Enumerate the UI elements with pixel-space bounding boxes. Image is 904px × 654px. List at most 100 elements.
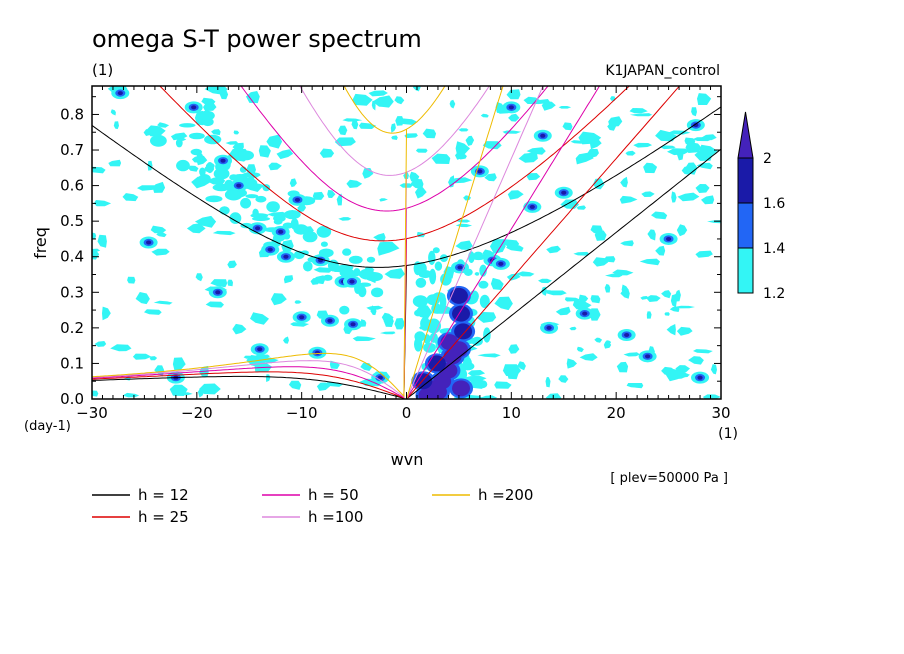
x-axis-label: wvn [391,450,424,469]
chart-title: omega S-T power spectrum [92,25,422,53]
noise-patch [293,224,309,235]
noise-patch [669,306,680,312]
noise-patch [655,245,666,256]
noise-patch [199,110,215,121]
noise-patch [276,149,294,160]
noise-patch [300,250,309,255]
noise-patch [157,122,170,128]
noise-patch [676,224,688,237]
power-shading [92,86,721,399]
noise-patch [479,395,498,399]
noise-patch [368,90,388,97]
noise-patch [570,140,583,144]
x-axis-unit: (1) [718,426,738,442]
noise-patch [572,299,592,310]
noise-patch [377,241,400,256]
noise-patch [358,270,374,279]
maxima-core [117,91,123,96]
noise-patch [170,132,188,141]
noise-patch [455,240,473,250]
noise-patch [150,134,167,147]
noise-patch [490,277,504,290]
noise-patch [484,173,497,182]
noise-patch [667,148,689,156]
noise-patch [661,290,672,299]
colorbar-label: 1.4 [763,241,785,257]
noise-patch [262,184,271,192]
noise-patch [506,89,521,100]
noise-patch [660,145,676,150]
noise-patch [579,353,598,361]
noise-patch [502,364,522,377]
x-tick-label: 0 [402,404,412,422]
noise-patch [428,250,436,265]
noise-patch [245,172,261,178]
noise-patch [424,324,434,331]
noise-patch [439,294,447,310]
y-tick-label: 0.6 [60,177,84,195]
noise-patch [573,251,590,256]
maxima-core [267,247,273,252]
noise-patch [153,300,173,305]
noise-patch [179,123,196,128]
noise-patch [352,93,373,106]
noise-patch [379,198,388,202]
noise-patch [463,195,471,201]
noise-patch [697,93,712,105]
noise-patch [576,205,586,210]
maxima-core [257,347,263,352]
noise-patch [203,103,217,112]
axis-ticks [91,86,722,400]
noise-patch [395,118,418,125]
y-tick-label: 0.3 [60,283,84,301]
noise-patch [283,210,301,220]
noise-patch [685,141,702,153]
noise-patch [245,194,259,199]
noise-patch [471,336,483,346]
noise-patch [266,201,280,213]
noise-patch [290,322,310,327]
y-tick-label: 0.7 [60,141,84,159]
noise-patch [526,147,546,155]
noise-patch [394,318,406,330]
noise-patch [229,174,239,181]
noise-patch [415,148,428,153]
noise-patch [189,132,205,140]
dispersion-curve [92,172,407,399]
noise-patch [312,191,325,200]
colorbar-swatch [737,157,754,204]
dispersion-curve [92,238,407,399]
noise-patch [471,253,487,261]
maxima-core [283,254,289,259]
noise-patch [225,190,241,200]
noise-patch [639,258,660,266]
noise-patch [410,178,424,190]
noise-patch [434,261,443,271]
noise-patch [283,336,289,344]
signal-core [452,380,471,397]
noise-patch [124,376,131,381]
noise-patch [647,229,656,241]
noise-patch [145,125,166,137]
signal-core [449,341,468,358]
y-tick-labels: 0.0 0.1 0.2 0.3 0.4 0.5 0.6 0.7 0.8 [60,105,84,408]
noise-patch [461,362,475,371]
noise-patch [515,271,535,277]
x-tick-label: −30 [76,404,108,422]
maxima-core [278,229,284,234]
signal-core [452,305,471,322]
x-tick-label: −20 [181,404,213,422]
noise-patch [371,287,384,298]
noise-patch [482,141,502,150]
noise-patch [625,150,636,156]
noise-patch [640,296,649,300]
noise-patch [204,86,228,95]
y-tick-label: 0.4 [60,248,84,266]
noise-patch [127,276,136,284]
noise-patch [288,380,302,390]
legend-label: h = 50 [308,486,359,504]
dispersion-curve [92,129,407,398]
noise-patch [338,125,348,136]
noise-patch [619,195,638,204]
